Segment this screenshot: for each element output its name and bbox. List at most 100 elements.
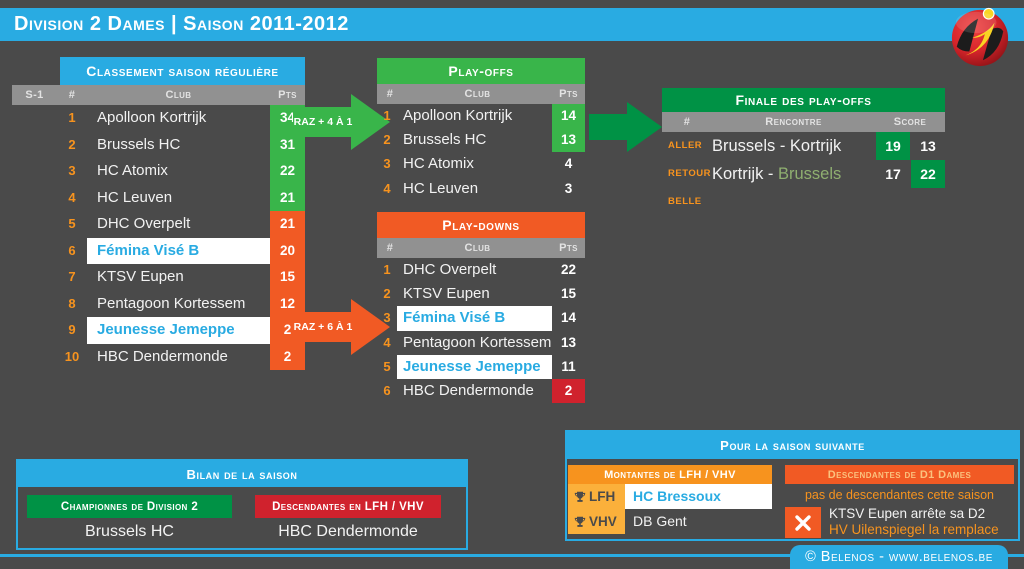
league-label: VHV bbox=[589, 514, 617, 529]
rank-cell: 3 bbox=[383, 156, 391, 172]
points-cell: 2 bbox=[552, 378, 585, 404]
table-row: 7 KTSV Eupen 15 bbox=[12, 264, 305, 291]
withdrawal-lines: KTSV Eupen arrête sa D2 HV Uilenspiegel … bbox=[829, 506, 1019, 538]
rank-cell: 6 bbox=[383, 382, 391, 398]
club-cell: HC Leuven bbox=[403, 179, 479, 197]
next-season-panel: Pour la saison suivante Montantes de LFH… bbox=[565, 430, 1020, 541]
club-cell: DHC Overpelt bbox=[403, 261, 497, 278]
playdowns-header: # Club Pts bbox=[377, 238, 585, 258]
match-cell bbox=[712, 188, 875, 216]
rank-cell: 8 bbox=[68, 295, 76, 311]
points-cell: 15 bbox=[270, 264, 305, 291]
finale-header: # Rencontre Score bbox=[662, 112, 945, 132]
score-cells bbox=[875, 188, 945, 216]
classement-rows: 1 Apolloon Kortrijk 34 2 Brussels HC 31 3 HC At… bbox=[12, 105, 305, 370]
club-cell: Brussels HC bbox=[97, 135, 181, 153]
bilan-title: Bilan de la saison bbox=[18, 461, 466, 487]
table-row: ALLER Brussels - Kortrijk 19 13 bbox=[662, 132, 945, 160]
table-row: 5 DHC Overpelt 21 bbox=[12, 211, 305, 238]
champion-club: Brussels HC bbox=[85, 523, 174, 540]
rank-cell: 9 bbox=[68, 322, 76, 337]
club-cell: HC Atomix bbox=[97, 162, 168, 179]
club-cell: HBC Dendermonde bbox=[403, 381, 534, 399]
next-season-title: Pour la saison suivante bbox=[567, 432, 1018, 459]
column-header-pts: Pts bbox=[559, 242, 578, 254]
points-cell: 12 bbox=[270, 290, 305, 317]
table-row: RETOUR Kortrijk - Brussels 17 22 bbox=[662, 160, 945, 188]
table-row: 3 HC Atomix 22 bbox=[12, 158, 305, 185]
table-row: 1 DHC Overpelt 22 bbox=[377, 258, 585, 282]
column-header-rank: # bbox=[386, 242, 394, 254]
promoted-rows: LFH HC Bressoux VHV DB Gent bbox=[568, 484, 772, 534]
column-header-rank: # bbox=[386, 88, 394, 100]
column-header-club: Club bbox=[165, 89, 192, 101]
rank-cell: 3 bbox=[383, 310, 391, 326]
club-cell: Brussels HC bbox=[403, 131, 487, 149]
playoffs-rows: 1 Apolloon Kortrijk 14 2 Brussels HC 13 3 HC At… bbox=[377, 104, 585, 201]
table-row: 5 Jeunesse Jemeppe 11 bbox=[377, 354, 585, 379]
table-row: 2 KTSV Eupen 15 bbox=[377, 282, 585, 306]
withdrawal-line1: KTSV Eupen arrête sa D2 bbox=[829, 506, 986, 521]
table-row: 2 Brussels HC 13 bbox=[377, 128, 585, 153]
score-cells: 17 22 bbox=[875, 160, 945, 188]
title-bar: Division 2 Dames | Saison 2011-2012 bbox=[0, 8, 1024, 41]
table-row: 8 Pentagoon Kortessem 12 bbox=[12, 290, 305, 317]
withdrawal-line2: HV Uilenspiegel la remplace bbox=[829, 522, 999, 537]
rank-cell: 1 bbox=[383, 262, 391, 277]
champion-badge: Championnes de Division 2 bbox=[27, 495, 232, 518]
league-label: LFH bbox=[589, 489, 616, 504]
prev-season-cell bbox=[12, 132, 57, 159]
club-cell: KTSV Eupen bbox=[403, 285, 490, 303]
prev-season-cell bbox=[12, 317, 57, 344]
points-cell: 11 bbox=[561, 358, 576, 374]
points-cell: 13 bbox=[560, 334, 577, 350]
league-badge: VHV bbox=[568, 509, 625, 534]
table-row: BELLE bbox=[662, 188, 945, 216]
points-cell: 15 bbox=[560, 286, 577, 302]
rank-cell: 1 bbox=[68, 110, 76, 125]
club-cell: Pentagoon Kortessem bbox=[403, 333, 552, 351]
column-header-prev: S-1 bbox=[25, 89, 44, 101]
prev-season-cell bbox=[12, 185, 57, 212]
belenos-logo-icon bbox=[949, 6, 1011, 68]
table-row: 10 HBC Dendermonde 2 bbox=[12, 343, 305, 370]
relegated-d1-note: pas de descendantes cette saison bbox=[804, 488, 995, 502]
table-row: 6 Fémina Visé B 20 bbox=[12, 237, 305, 264]
rank-cell: 1 bbox=[383, 108, 391, 123]
withdrawal-x-icon bbox=[785, 507, 821, 538]
playdowns-title: Play-downs bbox=[377, 212, 585, 238]
rank-cell: 2 bbox=[68, 136, 76, 152]
prev-season-cell bbox=[12, 211, 57, 238]
rank-cell: 2 bbox=[383, 286, 391, 302]
column-header-club: Club bbox=[464, 242, 491, 254]
column-header-pts: Pts bbox=[559, 88, 578, 100]
match-cell: Kortrijk - Brussels bbox=[712, 160, 875, 188]
classement-header: S-1 # Club Pts bbox=[12, 85, 305, 105]
finale-row-label: ALLER bbox=[668, 140, 703, 151]
column-header-pts: Pts bbox=[278, 89, 297, 101]
rank-cell: 3 bbox=[68, 163, 76, 178]
finale-title: Finale des play-offs bbox=[662, 88, 945, 112]
table-row: 3 HC Atomix 4 bbox=[377, 152, 585, 176]
score-cell: 17 bbox=[885, 166, 901, 182]
playdowns-rows: 1 DHC Overpelt 22 2 KTSV Eupen 15 3 Fémina Visé… bbox=[377, 258, 585, 404]
rank-cell: 7 bbox=[68, 269, 76, 284]
footer-credit[interactable]: © Belenos - www.belenos.be bbox=[790, 545, 1008, 569]
trophy-icon bbox=[574, 516, 586, 527]
score-cell: 22 bbox=[911, 160, 945, 188]
prev-season-cell bbox=[12, 105, 57, 132]
classement-title: Classement saison régulière bbox=[60, 57, 305, 85]
rank-cell: 4 bbox=[383, 334, 391, 350]
score-cells: 19 13 bbox=[875, 132, 945, 160]
arrow-to-playoffs: RAZ + 4 À 1 bbox=[293, 94, 390, 150]
points-cell: 31 bbox=[270, 131, 305, 158]
relegated-d1-header: Descendantes de D1 Dames bbox=[785, 465, 1014, 484]
promoted-club: HC Bressoux bbox=[625, 484, 772, 509]
points-cell: 2 bbox=[270, 343, 305, 370]
club-cell: HC Atomix bbox=[403, 155, 474, 173]
footer-divider bbox=[0, 554, 1024, 557]
club-cell: Jeunesse Jemeppe bbox=[397, 354, 552, 379]
rank-cell: 4 bbox=[68, 189, 76, 205]
club-cell: Apolloon Kortrijk bbox=[97, 109, 207, 126]
club-cell: Fémina Visé B bbox=[397, 306, 552, 331]
